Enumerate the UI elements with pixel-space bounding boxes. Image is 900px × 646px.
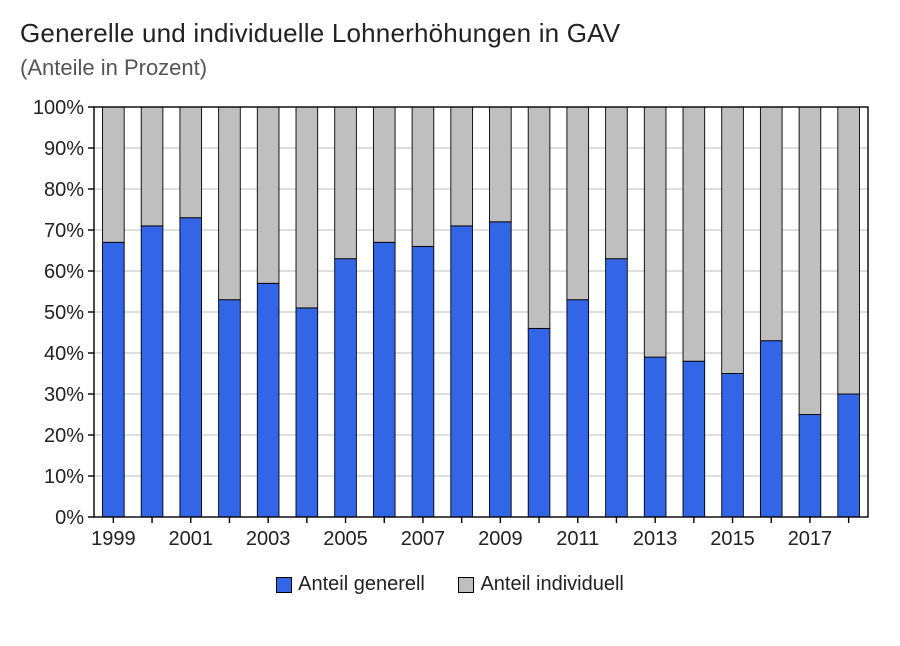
svg-text:70%: 70%	[44, 220, 84, 242]
legend-label-individuell: Anteil individuell	[480, 573, 623, 596]
svg-text:2009: 2009	[478, 528, 523, 550]
chart-area: 0% 10% 20% 30% 40% 50% 60% 70% 80% 90% 100% 1999 200…	[20, 95, 880, 565]
svg-text:1999: 1999	[91, 528, 136, 550]
legend-item-generell: Anteil generell	[276, 573, 425, 596]
stacked-bar-chart: 0% 10% 20% 30% 40% 50% 60% 70% 80% 90% 100% 1999 200…	[20, 95, 880, 565]
svg-text:2001: 2001	[169, 528, 214, 550]
svg-text:2007: 2007	[401, 528, 446, 550]
svg-text:2011: 2011	[556, 528, 599, 550]
svg-text:10%: 10%	[44, 466, 84, 488]
svg-text:2017: 2017	[788, 528, 833, 550]
svg-text:2013: 2013	[633, 528, 678, 550]
chart-subtitle: (Anteile in Prozent)	[20, 55, 880, 81]
svg-text:0%: 0%	[55, 507, 84, 529]
chart-title: Generelle und individuelle Lohnerhöhunge…	[20, 18, 880, 49]
legend-label-generell: Anteil generell	[298, 573, 425, 596]
svg-text:40%: 40%	[44, 343, 84, 365]
svg-text:60%: 60%	[44, 261, 84, 283]
svg-text:90%: 90%	[44, 138, 84, 160]
svg-text:20%: 20%	[44, 425, 84, 447]
svg-text:30%: 30%	[44, 384, 84, 406]
svg-text:2005: 2005	[323, 528, 368, 550]
legend-item-individuell: Anteil individuell	[458, 573, 623, 596]
svg-text:100%: 100%	[33, 97, 84, 119]
svg-text:2003: 2003	[246, 528, 291, 550]
legend-swatch-individuell	[458, 577, 474, 593]
svg-text:50%: 50%	[44, 302, 84, 324]
svg-text:80%: 80%	[44, 179, 84, 201]
chart-figure: Generelle und individuelle Lohnerhöhunge…	[0, 0, 900, 609]
chart-legend: Anteil generell Anteil individuell	[20, 573, 880, 599]
svg-text:2015: 2015	[710, 528, 755, 550]
legend-swatch-generell	[276, 577, 292, 593]
